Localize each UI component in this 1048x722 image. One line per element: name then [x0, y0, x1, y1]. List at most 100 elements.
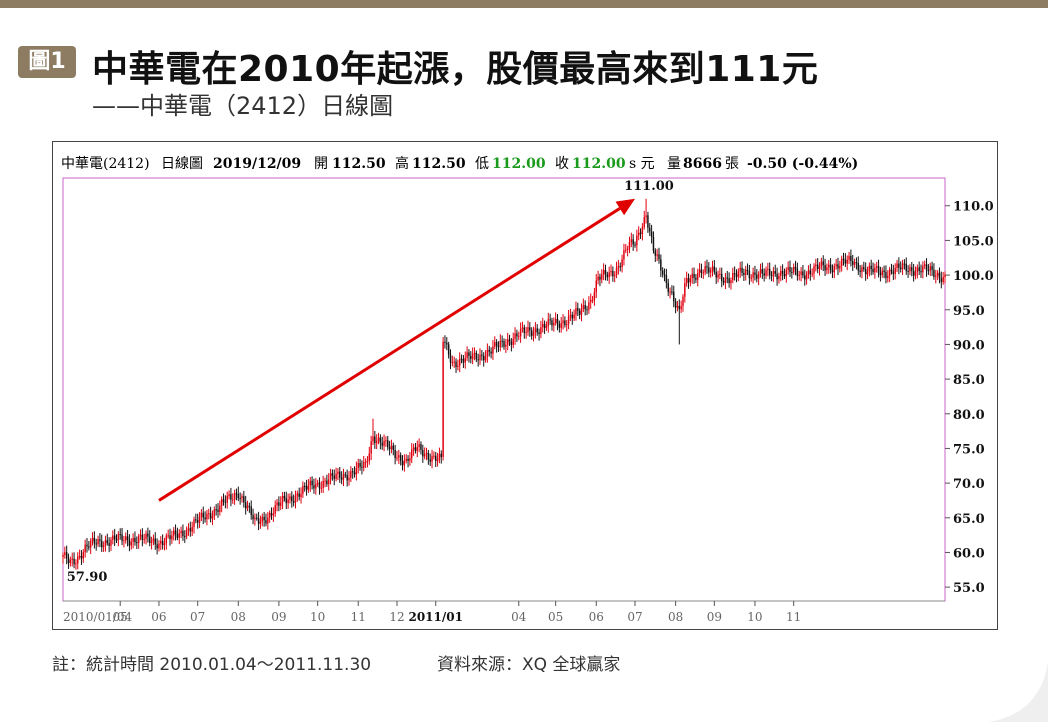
candle-body [547, 319, 550, 327]
candle-body [470, 355, 472, 359]
open-value: 112.50 [332, 156, 386, 172]
candle-body [62, 554, 64, 558]
candle-body [700, 269, 703, 273]
candle-body [112, 535, 114, 540]
candle-body [875, 266, 878, 268]
candle-body [833, 266, 836, 273]
candle-body [942, 277, 944, 283]
trend-arrow-line [158, 207, 621, 502]
candle-body [250, 506, 252, 516]
candle-body [171, 535, 173, 540]
candle-body [818, 266, 821, 269]
chart-period: 日線圖 [161, 156, 203, 172]
annotations: 111.00 57.90 [67, 179, 674, 585]
candle-body [475, 352, 478, 360]
candle-body [863, 267, 865, 269]
candle-body [704, 266, 706, 273]
candle-body [436, 459, 439, 461]
top-accent-bar [0, 0, 1048, 8]
candle-body [853, 262, 856, 265]
candle-body [279, 502, 282, 506]
candle-body [270, 512, 273, 516]
candle-body [361, 466, 363, 468]
candle-body [626, 248, 629, 250]
candle-body [357, 462, 359, 469]
candle-body [787, 267, 789, 270]
candle-body [468, 352, 470, 356]
candle-body [527, 327, 529, 333]
candle-body [674, 301, 677, 308]
corner-fold [988, 662, 1048, 722]
y-tick-label: 60.0 [953, 546, 985, 561]
candle-body [798, 274, 800, 276]
candle-body [632, 239, 634, 245]
candle-body [191, 527, 193, 532]
candle-body [232, 499, 234, 501]
candle-body [67, 558, 70, 564]
candle-body [680, 306, 682, 310]
candle-body [267, 517, 269, 524]
candle-body [506, 339, 509, 345]
y-tick-label: 75.0 [953, 442, 985, 457]
x-tick-label: 2010/01/04 [63, 610, 133, 624]
candle-body [750, 277, 752, 279]
candle-body [326, 480, 328, 485]
candle-body [606, 274, 609, 278]
candle-body [479, 354, 481, 361]
candle-body [285, 498, 288, 504]
candle-body [398, 455, 400, 458]
y-tick-label: 80.0 [953, 408, 985, 423]
candle-body [828, 264, 830, 268]
candle-body [824, 264, 826, 271]
candle-body [730, 280, 732, 284]
candle-body [673, 291, 675, 302]
candle-body [363, 461, 365, 468]
candle-body [195, 519, 197, 521]
candle-body [494, 342, 496, 347]
candle-body [615, 267, 618, 275]
y-tick-label: 90.0 [953, 338, 985, 353]
candle-body [685, 278, 688, 284]
candle-body [86, 544, 88, 547]
candle-body [418, 444, 420, 448]
candle-body [289, 496, 291, 500]
candle-body [689, 278, 692, 283]
candle-body [887, 275, 889, 279]
candle-body [458, 358, 461, 366]
candle-body [481, 354, 483, 356]
candle-body [678, 305, 681, 310]
candle-body [848, 255, 850, 260]
x-tick-label: 09 [707, 610, 722, 624]
candle-body [254, 517, 256, 520]
candle-body [687, 278, 690, 283]
candle-body [905, 263, 907, 271]
candle-body [839, 265, 841, 269]
candle-body [508, 339, 511, 342]
candle-body [167, 535, 169, 537]
candle-body [636, 235, 638, 246]
candle-body [93, 537, 96, 544]
candle-body [88, 546, 90, 548]
candle-body [778, 275, 780, 280]
candle-body [768, 268, 771, 276]
candle-body [464, 357, 466, 363]
candle-body [123, 540, 125, 542]
candle-body [612, 271, 614, 277]
candle-body [126, 536, 129, 541]
candle-body [724, 277, 727, 283]
candle-body [331, 473, 334, 476]
candle-body [374, 436, 376, 444]
candle-body [693, 273, 695, 278]
candle-body [820, 261, 823, 267]
candle-body [139, 534, 142, 537]
x-tick-label: 12 [389, 610, 404, 624]
candle-body [604, 269, 607, 275]
stock-name: 中華電(2412) [61, 156, 150, 172]
candle-body [503, 341, 505, 347]
candle-body [276, 502, 278, 506]
candle-body [272, 513, 275, 516]
candle-body [84, 544, 86, 553]
candle-body [597, 276, 599, 281]
candle-body [802, 271, 804, 276]
